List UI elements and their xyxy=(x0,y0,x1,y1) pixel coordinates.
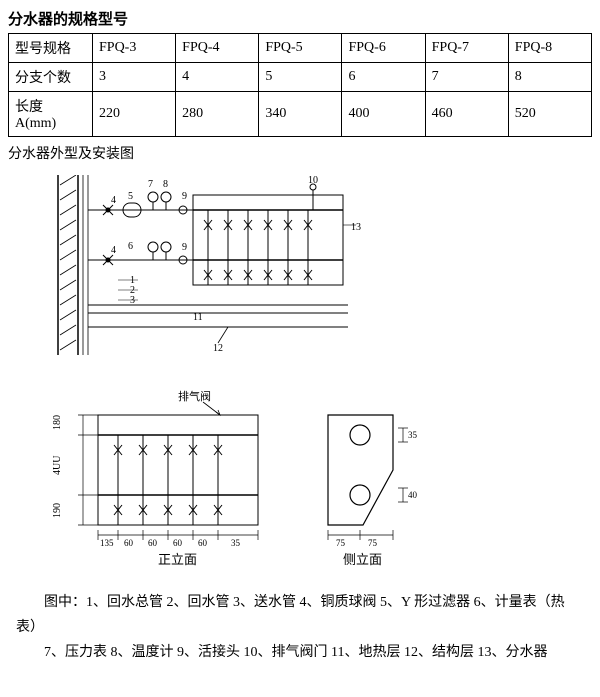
table-cell: FPQ-3 xyxy=(93,34,176,63)
table-cell: 400 xyxy=(342,92,425,137)
table-cell: 460 xyxy=(425,92,508,137)
installation-diagram: 4 5 7 8 9 10 13 1 2 3 4 6 9 11 12 xyxy=(48,175,592,360)
callout-9: 9 xyxy=(182,191,187,202)
dim-s2: 40 xyxy=(408,490,418,500)
callout-9b: 9 xyxy=(182,242,187,253)
table-cell: FPQ-8 xyxy=(508,34,591,63)
dim-v2: 4UU xyxy=(52,455,63,475)
dim-v1: 180 xyxy=(52,415,63,430)
table-cell: 分支个数 xyxy=(9,63,93,92)
table-cell: 5 xyxy=(259,63,342,92)
dim-h4: 60 xyxy=(173,538,183,548)
table-cell: 220 xyxy=(93,92,176,137)
callout-12: 12 xyxy=(213,343,223,354)
air-vent-label: 排气阀 xyxy=(178,390,211,403)
spec-table: 型号规格 FPQ-3 FPQ-4 FPQ-5 FPQ-6 FPQ-7 FPQ-8… xyxy=(8,33,592,137)
table-cell: 8 xyxy=(508,63,591,92)
table-cell: 520 xyxy=(508,92,591,137)
diagram-subtitle: 分水器外型及安装图 xyxy=(8,143,592,163)
legend-line-2: 7、压力表 8、温度计 9、活接头 10、排气阀门 11、地热层 12、结构层 … xyxy=(16,640,584,665)
callout-5: 5 xyxy=(128,191,133,202)
table-row: 型号规格 FPQ-3 FPQ-4 FPQ-5 FPQ-6 FPQ-7 FPQ-8 xyxy=(9,34,592,63)
dim-h6: 35 xyxy=(231,538,241,548)
table-cell: 6 xyxy=(342,63,425,92)
legend-block: 图中：1、回水总管 2、回水管 3、送水管 4、铜质球阀 5、Y 形过滤器 6、… xyxy=(8,590,592,666)
table-cell: 280 xyxy=(176,92,259,137)
table-cell: FPQ-4 xyxy=(176,34,259,63)
dim-h5: 60 xyxy=(198,538,208,548)
callout-7: 7 xyxy=(148,179,153,190)
side-elevation-caption: 侧立面 xyxy=(343,552,382,567)
dim-h2: 60 xyxy=(124,538,134,548)
legend-line-1: 图中：1、回水总管 2、回水管 3、送水管 4、铜质球阀 5、Y 形过滤器 6、… xyxy=(16,590,584,640)
doc-title: 分水器的规格型号 xyxy=(8,8,592,29)
table-row: 长度 A(mm) 220 280 340 400 460 520 xyxy=(9,92,592,137)
dim-h1: 135 xyxy=(100,538,114,548)
table-cell: 340 xyxy=(259,92,342,137)
table-cell: 4 xyxy=(176,63,259,92)
front-elevation-caption: 正立面 xyxy=(158,552,197,567)
table-cell: 3 xyxy=(93,63,176,92)
callout-4: 4 xyxy=(111,195,116,206)
callout-8: 8 xyxy=(163,179,168,190)
callout-13: 13 xyxy=(351,222,361,233)
callout-4b: 4 xyxy=(111,245,116,256)
table-row: 分支个数 3 4 5 6 7 8 xyxy=(9,63,592,92)
callout-10: 10 xyxy=(308,175,318,186)
dim-h3: 60 xyxy=(148,538,158,548)
elevation-diagrams: 排气阀 180 4UU 190 xyxy=(48,390,592,570)
table-cell: 型号规格 xyxy=(9,34,93,63)
table-cell: 7 xyxy=(425,63,508,92)
dim-s1: 35 xyxy=(408,430,418,440)
dim-v3: 190 xyxy=(52,503,63,518)
table-cell: FPQ-5 xyxy=(259,34,342,63)
table-cell: 长度 A(mm) xyxy=(9,92,93,137)
dim-s3: 75 xyxy=(336,538,346,548)
table-cell: FPQ-6 xyxy=(342,34,425,63)
table-cell: FPQ-7 xyxy=(425,34,508,63)
callout-6: 6 xyxy=(128,241,133,252)
callout-11: 11 xyxy=(193,312,203,323)
dim-s4: 75 xyxy=(368,538,378,548)
callout-3: 3 xyxy=(130,295,135,306)
